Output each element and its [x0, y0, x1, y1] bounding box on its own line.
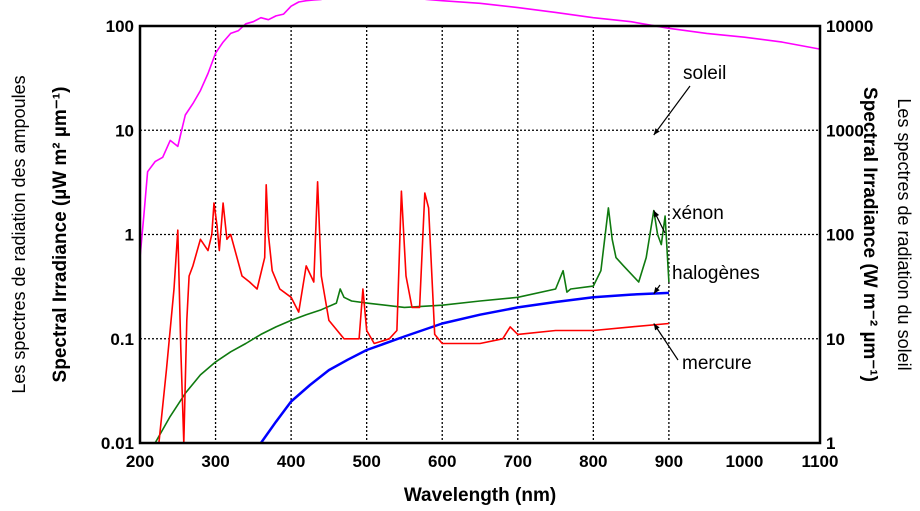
y-left-tick-label-3: 10 — [115, 121, 134, 140]
annotation-label-halogenes: halogènes — [672, 263, 760, 284]
annotation-label-xenon: xénon — [672, 203, 724, 224]
annotation-arrowhead-soleil — [653, 128, 660, 136]
x-tick-label-300: 300 — [201, 452, 229, 471]
x-tick-label-400: 400 — [277, 452, 305, 471]
x-axis-title: Wavelength (nm) — [404, 485, 556, 506]
y-right-tick-label-2: 100 — [826, 226, 854, 245]
y-left-tick-label-0: 0.01 — [101, 434, 134, 453]
left-axis-title: Spectral Irradiance (µW m² µm⁻¹) — [50, 87, 71, 383]
series-line-xenon — [154, 207, 670, 444]
annotation-label-mercure: mercure — [682, 353, 752, 374]
y-left-tick-label-4: 100 — [106, 17, 134, 36]
annotation-arrow-mercure — [653, 323, 679, 361]
annotation-arrowhead-xenon — [653, 210, 660, 218]
grid — [140, 26, 820, 443]
x-tick-label-800: 800 — [579, 452, 607, 471]
x-tick-label-900: 900 — [655, 452, 683, 471]
series-line-soleil — [139, 0, 821, 258]
y-right-tick-label-1: 10 — [826, 330, 845, 349]
annotation-arrow-soleil — [653, 85, 691, 136]
annotation-arrowhead-mercure — [653, 323, 660, 331]
annotations: soleil xénon halogènes mercure — [653, 63, 760, 374]
x-tick-label-1000: 1000 — [726, 452, 764, 471]
left-outer-axis-title: Les spectres de radiation des ampoules — [9, 75, 29, 393]
series-line-halogenes — [259, 291, 669, 444]
x-tick-label-200: 200 — [126, 452, 154, 471]
series-layer — [139, 0, 821, 444]
y-right-tick-label-4: 10000 — [826, 17, 873, 36]
y-right-tick-label-0: 1 — [826, 434, 835, 453]
tick-labels: 200 300 400 500 600 700 800 900 1000 11000.010.11… — [101, 17, 873, 471]
y-right-tick-label-3: 1000 — [826, 121, 864, 140]
x-tick-label-1100: 1100 — [802, 452, 839, 471]
plot-frame — [138, 24, 822, 445]
x-tick-label-700: 700 — [504, 452, 532, 471]
y-left-tick-label-2: 1 — [125, 226, 134, 245]
y-left-tick-label-1: 0.1 — [110, 330, 134, 349]
x-tick-label-500: 500 — [352, 452, 380, 471]
annotation-arrowhead-halogenes — [653, 286, 660, 294]
right-outer-axis-title: Les spectres de radiation du soleil — [894, 98, 914, 370]
x-tick-label-600: 600 — [428, 452, 456, 471]
series-line-mercure — [158, 181, 669, 444]
right-axis-title: Spectral Irradiance (W m⁻² µm⁻¹) — [859, 87, 880, 382]
annotation-label-soleil: soleil — [683, 63, 726, 84]
